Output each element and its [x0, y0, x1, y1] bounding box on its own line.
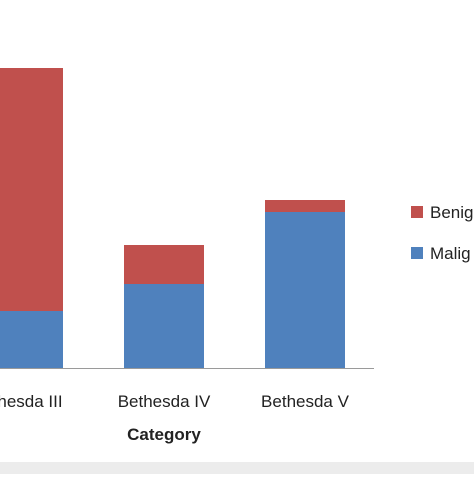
footer-strip	[0, 462, 474, 474]
category-label-2: Bethesda IV	[118, 392, 211, 411]
bar-malignant-2	[124, 284, 204, 368]
bar-malignant-1	[0, 311, 63, 368]
x-axis-title: Category	[127, 425, 201, 444]
legend-label-malignant: Malig	[430, 244, 471, 263]
bar-benign-3	[265, 200, 345, 212]
legend-swatch-benign	[411, 206, 423, 218]
bar-benign-2	[124, 245, 204, 284]
bar-malignant-3	[265, 212, 345, 368]
category-labels: hesda III Bethesda IV Bethesda V	[0, 392, 350, 411]
bars-group	[0, 68, 345, 368]
legend-label-benign: Benig	[430, 203, 473, 222]
legend-swatch-malignant	[411, 247, 423, 259]
category-label-3: Bethesda V	[261, 392, 350, 411]
bar-benign-1	[0, 68, 63, 311]
category-label-1: hesda III	[0, 392, 63, 411]
legend: Benig Malig	[411, 203, 473, 263]
